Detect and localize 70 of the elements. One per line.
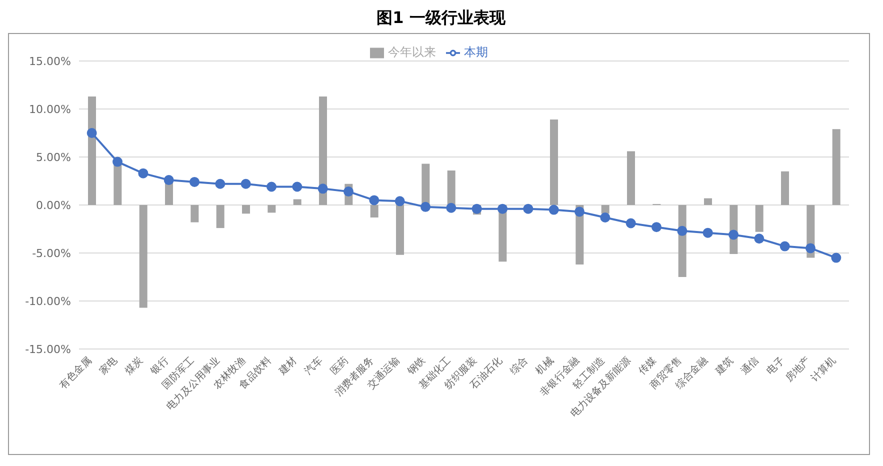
bar xyxy=(550,120,558,205)
point xyxy=(318,184,328,194)
bar xyxy=(139,205,148,308)
bar xyxy=(447,170,456,205)
point xyxy=(240,178,251,189)
point xyxy=(574,206,584,217)
bar xyxy=(190,205,199,222)
point xyxy=(523,204,534,214)
bar xyxy=(422,164,430,205)
point xyxy=(446,202,456,213)
y-tick-label: 5.00% xyxy=(36,150,71,164)
x-tick-label: 煤炭 xyxy=(122,354,146,378)
bar xyxy=(781,171,789,205)
point xyxy=(600,212,610,222)
point xyxy=(420,202,430,212)
point xyxy=(780,241,790,252)
bar xyxy=(242,205,250,214)
bar xyxy=(88,96,96,205)
bar xyxy=(268,205,276,213)
point xyxy=(728,230,738,240)
bar xyxy=(370,205,378,218)
point xyxy=(215,178,226,189)
point xyxy=(86,128,97,138)
point xyxy=(164,175,174,186)
point xyxy=(831,252,842,263)
y-tick-label: -10.00% xyxy=(25,294,71,308)
point xyxy=(754,234,764,244)
point xyxy=(806,243,816,254)
x-tick-label: 建材 xyxy=(276,354,300,378)
point xyxy=(548,204,559,215)
chart-title: 图1 一级行业表现 xyxy=(376,8,506,29)
x-tick-label: 医药 xyxy=(328,354,351,378)
point xyxy=(369,195,380,206)
x-tick-label: 机械 xyxy=(533,354,556,378)
point xyxy=(292,182,302,192)
bar xyxy=(601,205,610,214)
bar xyxy=(755,205,764,232)
bar xyxy=(319,96,327,205)
bar xyxy=(216,205,224,228)
y-tick-label: 0.00% xyxy=(36,198,71,212)
legend-label: 本期 xyxy=(464,45,488,59)
bar xyxy=(293,199,302,205)
point xyxy=(190,176,200,187)
y-tick-label: 15.00% xyxy=(29,54,71,68)
x-tick-label: 家电 xyxy=(96,354,120,378)
x-tick-label: 电子 xyxy=(764,354,787,378)
y-tick-label: -5.00% xyxy=(32,246,71,260)
point xyxy=(677,226,688,236)
bar xyxy=(627,151,635,205)
y-tick-label: -15.00% xyxy=(25,342,71,356)
point xyxy=(394,196,405,206)
x-tick-label: 计算机 xyxy=(808,354,838,384)
y-tick-label: 10.00% xyxy=(29,102,71,116)
point xyxy=(626,218,636,228)
bar xyxy=(832,129,840,205)
bar xyxy=(396,205,404,255)
point xyxy=(702,228,713,238)
point xyxy=(138,168,148,178)
x-tick-label: 通信 xyxy=(738,354,762,378)
point xyxy=(498,204,508,214)
bar xyxy=(704,198,712,205)
x-tick-label: 有色金属 xyxy=(57,354,94,392)
x-tick-label: 建筑 xyxy=(712,354,736,378)
point xyxy=(266,182,276,192)
x-tick-label: 汽车 xyxy=(302,354,325,378)
point xyxy=(652,222,662,232)
point xyxy=(344,186,354,197)
legend-label: 今年以来 xyxy=(388,45,436,59)
point xyxy=(112,156,122,167)
x-tick-label: 综合 xyxy=(508,354,530,378)
